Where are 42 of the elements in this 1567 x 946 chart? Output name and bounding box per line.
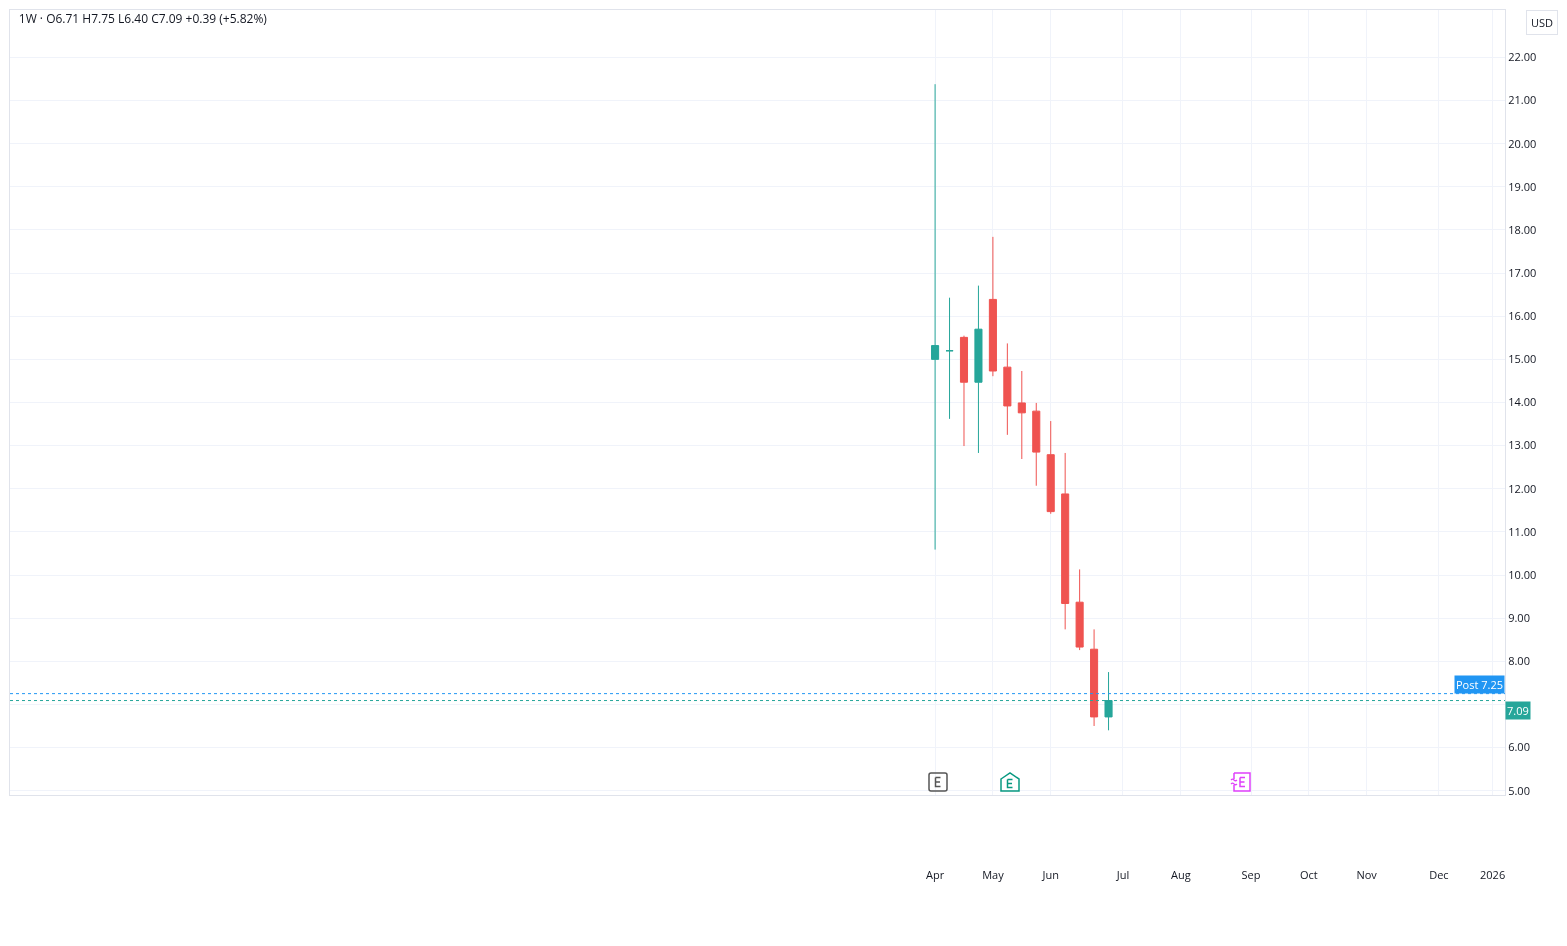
x-tick-label: Nov bbox=[1356, 867, 1378, 883]
y-tick-label: 12.00 bbox=[1508, 480, 1537, 496]
x-tick-label: Oct bbox=[1299, 867, 1318, 883]
x-tick-label: 2026 bbox=[1480, 867, 1506, 883]
y-tick-label: 21.00 bbox=[1508, 92, 1537, 108]
candlestick bbox=[988, 236, 997, 377]
ref-line-label: Post 7.25 bbox=[1456, 677, 1504, 692]
x-tick-label: Apr bbox=[925, 867, 945, 883]
chart-title: 1W · O6.71 H7.75 L6.40 C7.09 +0.39 (+5.82%) bbox=[18, 9, 268, 27]
x-tick-label: Aug bbox=[1170, 867, 1191, 883]
x-tick-label: Jun bbox=[1041, 867, 1059, 883]
candlestick bbox=[974, 285, 983, 454]
candlestick bbox=[959, 335, 969, 447]
y-tick-label: 13.00 bbox=[1508, 437, 1537, 453]
y-tick-label: 17.00 bbox=[1508, 264, 1537, 280]
y-tick-label: 20.00 bbox=[1508, 135, 1537, 151]
candlestick bbox=[1003, 342, 1012, 436]
y-axis-title: USD bbox=[1531, 15, 1554, 30]
y-tick-label: 9.00 bbox=[1508, 610, 1530, 626]
y-tick-label: 16.00 bbox=[1508, 308, 1537, 324]
x-tick-label: Sep bbox=[1241, 867, 1261, 883]
ref-line-label: 7.09 bbox=[1507, 703, 1529, 718]
y-tick-label: 11.00 bbox=[1508, 523, 1537, 539]
y-tick-label: 22.00 bbox=[1508, 49, 1537, 65]
y-tick-label: 10.00 bbox=[1508, 566, 1537, 582]
y-tick-label: 18.00 bbox=[1508, 221, 1537, 237]
y-tick-label: 8.00 bbox=[1508, 653, 1530, 669]
candlestick bbox=[1017, 370, 1026, 460]
y-tick-label: 14.00 bbox=[1508, 394, 1537, 410]
candlestick bbox=[1090, 628, 1099, 727]
candlestick bbox=[1046, 420, 1055, 515]
y-tick-label: 19.00 bbox=[1508, 178, 1537, 194]
x-tick-label: Jul bbox=[1115, 867, 1130, 883]
y-tick-label: 6.00 bbox=[1508, 739, 1530, 755]
x-tick-label: Dec bbox=[1429, 867, 1449, 883]
candlestick bbox=[1075, 568, 1084, 651]
y-tick-label: 5.00 bbox=[1508, 782, 1530, 798]
x-tick-label: May bbox=[982, 867, 1005, 883]
candlestick bbox=[1032, 402, 1041, 487]
candlestick bbox=[945, 297, 954, 420]
candlestick bbox=[1061, 452, 1070, 630]
y-tick-label: 15.00 bbox=[1508, 351, 1537, 367]
